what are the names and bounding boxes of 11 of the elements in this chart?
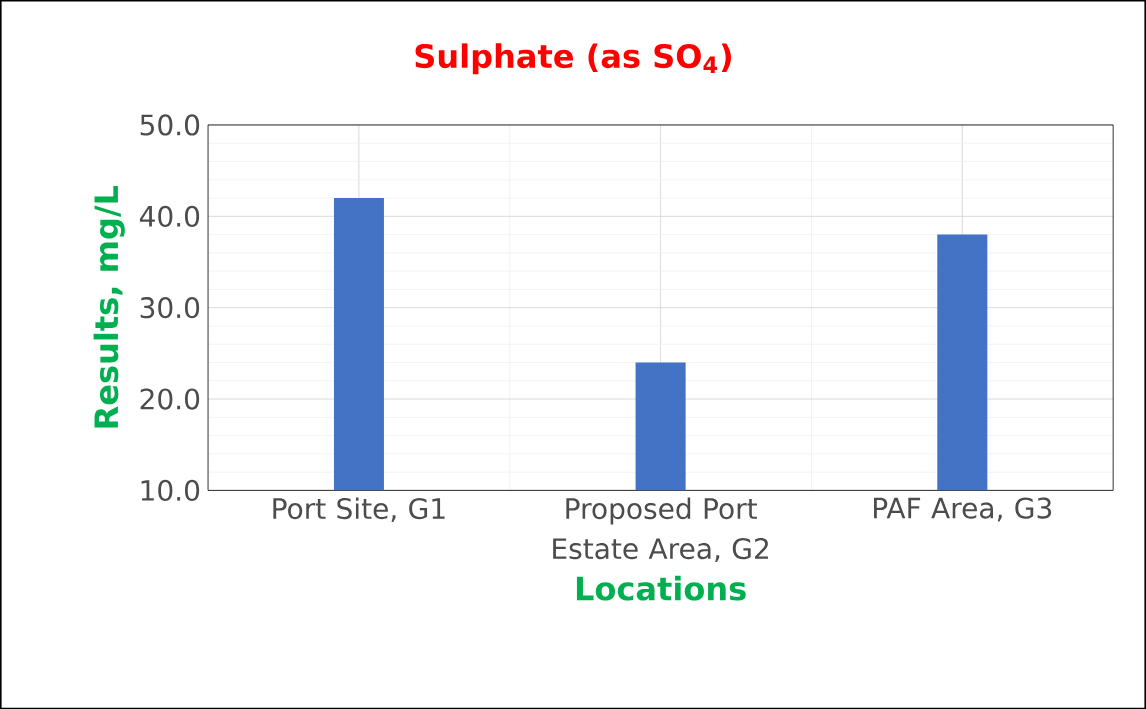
x-tick-label: Proposed Port Estate Area, G2 — [553, 497, 768, 562]
x-axis-title: Locations — [576, 575, 746, 601]
y-tick-label: 20.0 — [140, 388, 200, 410]
x-tick-label: PAF Area, G3 — [874, 497, 1052, 522]
y-tick-label: 10.0 — [141, 479, 200, 501]
y-tick-label: 40.0 — [139, 205, 200, 227]
y-tick-label: 30.0 — [140, 296, 200, 319]
y-axis-title: Results, mg/L — [93, 185, 125, 428]
y-tick-label: 50.0 — [140, 114, 200, 136]
chart-title: Sulphate (as SO$_{4}$) — [415, 43, 732, 75]
x-tick-label: Port Site, G1 — [273, 497, 445, 522]
